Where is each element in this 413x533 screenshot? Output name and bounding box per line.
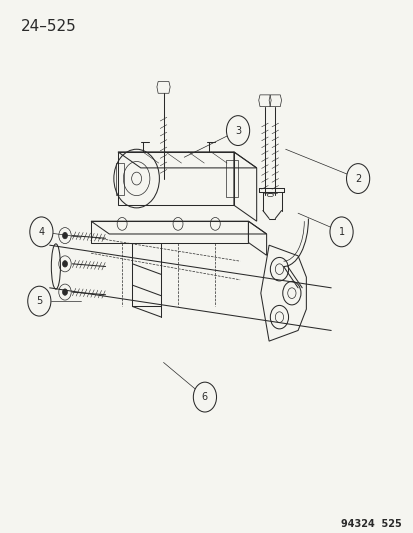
- Text: 2: 2: [354, 174, 361, 183]
- Circle shape: [329, 217, 352, 247]
- Circle shape: [28, 286, 51, 316]
- Text: 94324  525: 94324 525: [340, 519, 401, 529]
- Circle shape: [62, 232, 67, 239]
- Circle shape: [226, 116, 249, 146]
- Text: 4: 4: [38, 227, 44, 237]
- Text: 24–525: 24–525: [21, 19, 76, 34]
- Circle shape: [346, 164, 369, 193]
- Circle shape: [62, 261, 67, 267]
- Text: 6: 6: [202, 392, 207, 402]
- Text: 1: 1: [338, 227, 344, 237]
- Circle shape: [30, 217, 53, 247]
- Circle shape: [62, 289, 67, 295]
- Circle shape: [193, 382, 216, 412]
- Text: 5: 5: [36, 296, 43, 306]
- Text: 3: 3: [235, 126, 240, 135]
